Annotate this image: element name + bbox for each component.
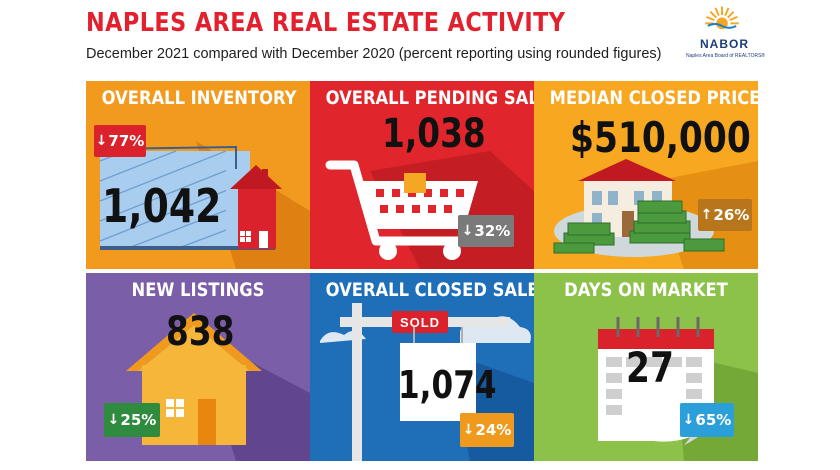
panel-title: OVERALL PENDING SALES [325, 87, 534, 109]
panel-title: NEW LISTINGS [131, 279, 265, 301]
inventory-change-badge: ↓ 77% [94, 125, 146, 157]
sold-sign-text: SOLD [399, 315, 441, 330]
median-price-change-badge: ↑ 26% [698, 199, 752, 231]
arrow-up-icon: ↑ [700, 207, 713, 223]
panel-title: MEDIAN CLOSED PRICE [549, 87, 758, 109]
pending-sales-change-badge: ↓ 32% [458, 215, 514, 247]
page-subtitle: December 2021 compared with December 202… [86, 46, 662, 62]
new-listings-change-badge: ↓ 25% [104, 403, 160, 437]
nabor-logo [705, 6, 739, 30]
median-price-value: $510,000 [570, 113, 751, 162]
pending-sales-change: 32% [474, 222, 511, 240]
pending-sales-value: 1,038 [382, 111, 486, 157]
inventory-illustration [99, 141, 310, 269]
panel-title: DAYS ON MARKET [564, 279, 728, 301]
new-listing-house-illustration [126, 313, 310, 461]
house-money-illustration [553, 159, 758, 269]
arrow-down-icon: ↓ [461, 223, 474, 239]
new-listings-value: 838 [166, 309, 235, 355]
closed-sales-change: 24% [475, 421, 512, 439]
median-price-change: 26% [713, 206, 750, 224]
arrow-down-icon: ↓ [462, 422, 475, 438]
panel-median-closed-price: MEDIAN CLOSED PRICE $510,000 ↑ 26% [534, 81, 758, 269]
inventory-value: 1,042 [102, 179, 222, 233]
panel-days-on-market: DAYS ON MARKET 27 ↓ 65% [534, 273, 758, 461]
new-listings-change: 25% [120, 411, 157, 429]
panel-overall-inventory: OVERALL INVENTORY 1,042 ↓ 77% [86, 81, 310, 269]
closed-sales-change-badge: ↓ 24% [460, 413, 514, 447]
page-title: NAPLES AREA REAL ESTATE ACTIVITY [86, 8, 566, 38]
panel-overall-closed-sales: OVERALL CLOSED SALES SOLD 1,074 ↓ 24% [310, 273, 534, 461]
arrow-down-icon: ↓ [107, 412, 120, 428]
panel-overall-pending-sales: OVERALL PENDING SALES 1,038 ↓ 32% [310, 81, 534, 269]
closed-sales-value: 1,074 [398, 363, 497, 407]
panel-title: OVERALL CLOSED SALES [325, 279, 534, 301]
panel-new-listings: NEW LISTINGS 838 ↓ 25% [86, 273, 310, 461]
logo-text: NABOR [700, 37, 749, 51]
panel-title: OVERALL INVENTORY [101, 87, 297, 109]
logo-subtext: Naples Area Board of REALTORS® [686, 53, 766, 59]
arrow-down-icon: ↓ [95, 133, 108, 149]
days-on-market-change: 65% [695, 411, 732, 429]
days-on-market-change-badge: ↓ 65% [680, 403, 734, 437]
days-on-market-value: 27 [626, 343, 674, 392]
arrow-down-icon: ↓ [682, 412, 695, 428]
inventory-change: 77% [108, 132, 145, 150]
